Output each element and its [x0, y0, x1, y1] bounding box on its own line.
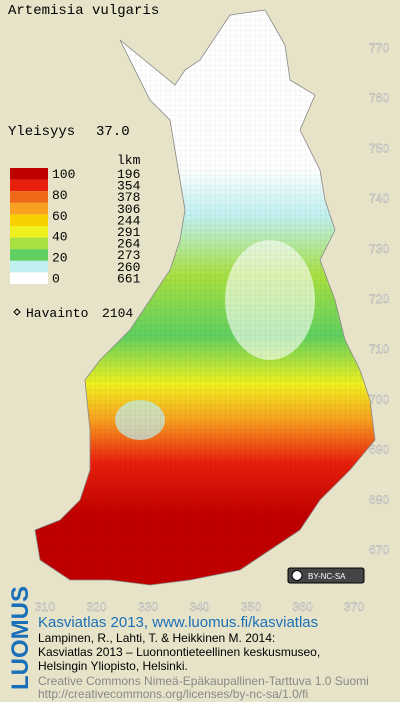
legend-count: 306: [117, 202, 140, 217]
y-tick-label: 720: [369, 292, 389, 306]
legend-swatch: [10, 237, 48, 250]
y-tick-label: 710: [369, 342, 389, 356]
legend-count: 264: [117, 237, 141, 252]
legend-swatch: [10, 179, 48, 192]
y-tick-label: 670: [369, 543, 389, 557]
legend-swatch: [10, 249, 48, 261]
x-tick-label: 350: [241, 600, 261, 614]
legend-count: 196: [117, 167, 140, 182]
legend-scale-label: 20: [52, 251, 68, 266]
legend-count: 291: [117, 225, 141, 240]
y-tick-label: 740: [369, 192, 389, 206]
legend-swatch: [10, 272, 48, 284]
y-tick-label: 690: [369, 443, 389, 457]
legend-count: 260: [117, 260, 140, 275]
x-tick-label: 360: [292, 600, 312, 614]
legend-swatch: [10, 260, 48, 273]
y-tick-label: 750: [369, 141, 389, 155]
count-header: lkm: [117, 153, 141, 168]
y-tick-label: 760: [369, 91, 389, 105]
legend-swatch: [10, 226, 48, 238]
legend-swatch: [10, 214, 48, 226]
observations-label: Havainto: [26, 306, 88, 321]
x-tick-label: 340: [189, 600, 209, 614]
citation-line: Kasviatlas 2013 – Luonnontieteellinen ke…: [38, 645, 320, 659]
finland-map: [35, 10, 375, 585]
headline: Kasviatlas 2013, www.luomus.fi/kasviatla…: [38, 614, 318, 631]
y-tick-label: 700: [369, 392, 389, 406]
frequency-label: Yleisyys: [8, 124, 75, 140]
legend-scale-label: 100: [52, 167, 75, 182]
y-tick-label: 770: [369, 41, 389, 55]
badge-text: BY-NC-SA: [308, 572, 346, 581]
map-title: Artemisia vulgaris: [8, 3, 159, 19]
legend-scale-label: 80: [52, 188, 68, 203]
frequency-value: 37.0: [96, 124, 130, 140]
legend-swatch: [10, 202, 48, 215]
license-line: Creative Commons Nimeä-Epäkaupallinen-Ta…: [38, 674, 369, 688]
legend-scale-label: 60: [52, 209, 68, 224]
legend-count: 661: [117, 271, 141, 286]
y-tick-label: 680: [369, 493, 389, 507]
citation-line: Lampinen, R., Lahti, T. & Heikkinen M. 2…: [38, 631, 275, 645]
legend-scale-label: 40: [52, 230, 68, 245]
legend-count: 244: [117, 213, 141, 228]
brand: LUOMUS: [7, 586, 34, 690]
x-tick-label: 330: [138, 600, 158, 614]
x-tick-label: 370: [344, 600, 364, 614]
x-tick-label: 320: [86, 600, 106, 614]
country-border: [34, 9, 376, 586]
observations-count: 2104: [102, 306, 133, 321]
legend-scale-label: 0: [52, 271, 60, 286]
license-badge: BY-NC-SA: [287, 567, 365, 584]
observation-symbol: [13, 308, 21, 316]
x-tick-label: 310: [35, 600, 55, 614]
legend-swatch: [10, 191, 48, 203]
legend-count: 378: [117, 190, 140, 205]
y-tick-label: 730: [369, 242, 389, 256]
legend-count: 273: [117, 248, 140, 263]
license-line: http://creativecommons.org/licenses/by-n…: [38, 687, 308, 701]
citation-line: Helsingin Yliopisto, Helsinki.: [38, 659, 188, 673]
legend-count: 354: [117, 179, 141, 194]
legend-swatch: [10, 168, 48, 180]
